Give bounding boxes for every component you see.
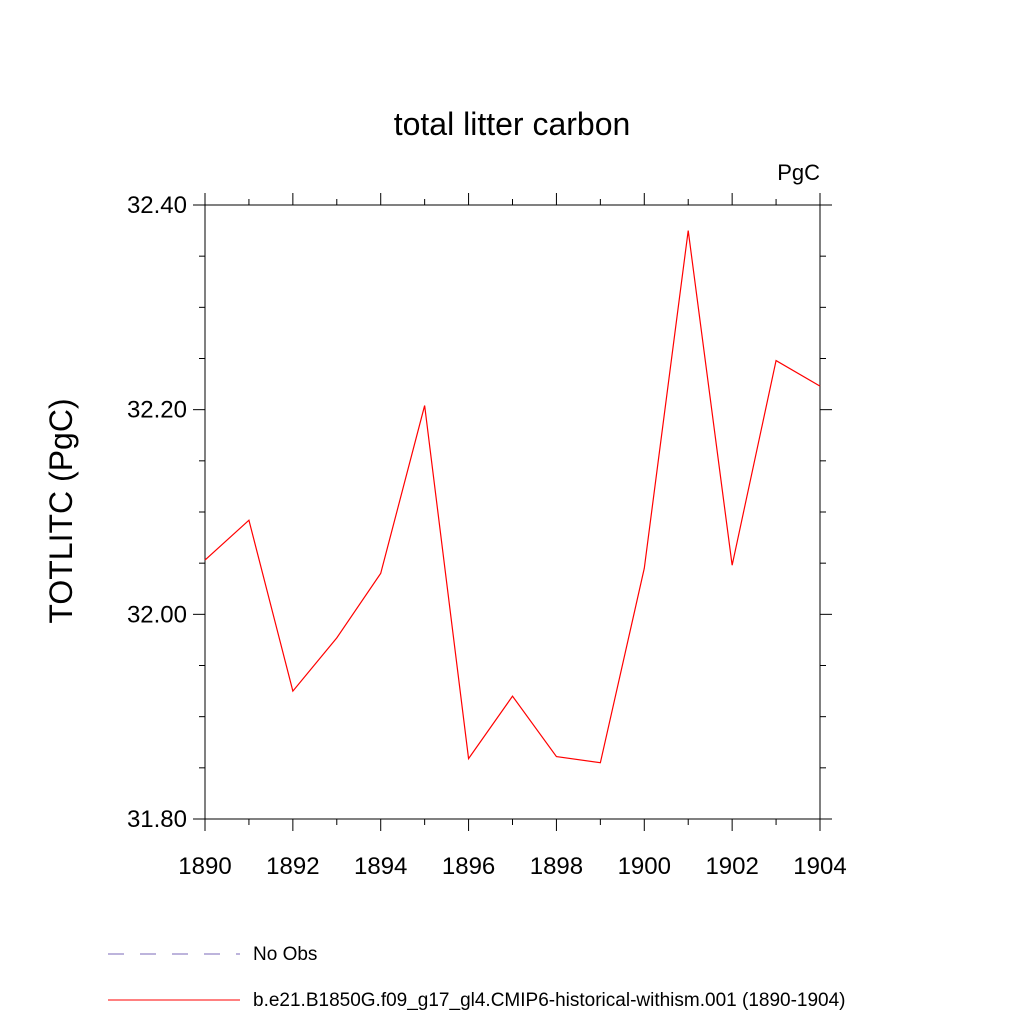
y-tick-label: 32.40 <box>127 192 187 219</box>
legend-label-series: b.e21.B1850G.f09_g17_gl4.CMIP6-historica… <box>253 990 846 1011</box>
series-line <box>204 230 821 764</box>
y-axis: 31.80 32.00 32.20 32.40 <box>127 192 832 833</box>
y-tick-label: 32.20 <box>127 397 187 424</box>
chart-title: total litter carbon <box>394 106 631 142</box>
y-axis-label: TOTLITC (PgC) <box>43 398 79 623</box>
x-tick-label: 1900 <box>618 853 671 880</box>
y-tick-label: 32.00 <box>127 601 187 628</box>
x-tick-label: 1896 <box>442 853 495 880</box>
series-layer <box>204 230 821 764</box>
x-tick-label: 1898 <box>530 853 583 880</box>
x-tick-label: 1890 <box>178 853 231 880</box>
legend: No Obs b.e21.B1850G.f09_g17_gl4.CMIP6-hi… <box>108 944 846 1011</box>
units-label: PgC <box>777 160 820 185</box>
legend-label-no-obs: No Obs <box>253 944 317 965</box>
x-tick-label: 1904 <box>793 853 846 880</box>
plot-frame <box>204 204 821 820</box>
x-tick-label: 1894 <box>354 853 407 880</box>
x-tick-label: 1892 <box>266 853 319 880</box>
y-tick-label: 31.80 <box>127 806 187 833</box>
x-tick-label: 1902 <box>705 853 758 880</box>
x-axis: 1890 1892 1894 1896 1898 1900 1902 1904 <box>178 193 847 880</box>
